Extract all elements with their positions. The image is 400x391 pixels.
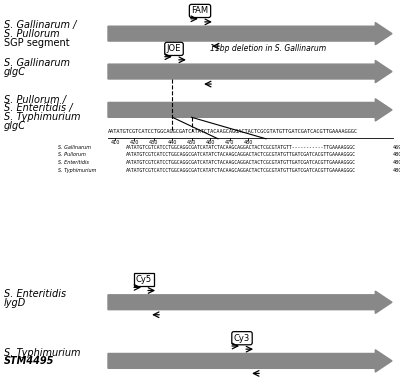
- Text: 469: 469: [393, 145, 400, 150]
- Text: JOE: JOE: [167, 44, 181, 54]
- Text: AATATGTCGTCATCCTGGCAGGCGATCATATCTACAAGCAGGACTACTCGCGTATGTTGATCGATCACGTTGAAAAGGGC: AATATGTCGTCATCCTGGCAGGCGATCATATCTACAAGCA…: [126, 152, 356, 158]
- Text: S. Typhimurium: S. Typhimurium: [58, 168, 96, 173]
- Text: AATATGTCGTCATCCTGGCAGGCGATCATATCTACAAGCAGGACTACTCGCGTATGTT-----------TTGAAAAGGGC: AATATGTCGTCATCCTGGCAGGCGATCATATCTACAAGCA…: [126, 145, 356, 150]
- Text: S. Enteritidis: S. Enteritidis: [4, 289, 66, 299]
- FancyArrow shape: [108, 22, 392, 45]
- Text: 410: 410: [110, 140, 120, 145]
- Text: S. Typhimurium: S. Typhimurium: [4, 348, 80, 358]
- Text: S. Gallinarum: S. Gallinarum: [4, 58, 70, 68]
- Text: S. Enteritidis /: S. Enteritidis /: [4, 103, 72, 113]
- Text: S. Pullorum: S. Pullorum: [4, 29, 60, 39]
- Text: glgC: glgC: [4, 67, 26, 77]
- FancyArrow shape: [108, 350, 392, 372]
- FancyArrow shape: [108, 60, 392, 83]
- Text: S. Gallinarum: S. Gallinarum: [58, 145, 91, 150]
- Text: 480: 480: [244, 140, 253, 145]
- Text: AATATGTCGTCATCCTGGCAGGCGATCATATCTACAAGCAGGACTACTCGCGTATGTTGATCGATCACGTTGAAAAGGGC: AATATGTCGTCATCCTGGCAGGCGATCATATCTACAAGCA…: [126, 168, 356, 173]
- Text: 420: 420: [130, 140, 139, 145]
- Text: S. Pullorum: S. Pullorum: [58, 152, 86, 158]
- Text: 450: 450: [187, 140, 196, 145]
- Text: Cy5: Cy5: [136, 275, 152, 284]
- Text: 480: 480: [393, 160, 400, 165]
- Text: AATATGTCGTCATCCTGGCAGGCGATCATATCTACAAGCAGGACTACTCGCGTATGTTGATCGATCACGTTGAAAAGGGC: AATATGTCGTCATCCTGGCAGGCGATCATATCTACAAGCA…: [126, 160, 356, 165]
- Text: 480: 480: [393, 168, 400, 173]
- Text: 440: 440: [168, 140, 177, 145]
- Text: STM4495: STM4495: [4, 356, 54, 366]
- Text: glgC: glgC: [4, 120, 26, 131]
- Text: S. Gallinarum /: S. Gallinarum /: [4, 20, 76, 30]
- Text: FAM: FAM: [192, 6, 208, 16]
- Text: 430: 430: [149, 140, 158, 145]
- Text: 11bp deletion in S. Gallinarum: 11bp deletion in S. Gallinarum: [210, 43, 326, 53]
- Text: S. Enteritidis: S. Enteritidis: [58, 160, 89, 165]
- Text: S. Pullorum /: S. Pullorum /: [4, 95, 66, 105]
- Text: Cy3: Cy3: [234, 334, 250, 343]
- Text: 480: 480: [393, 152, 400, 158]
- Text: AATATGTCGTCATCCTGGCAGGCGATCATATCTACAAGCAGGACTACTCGCGTATGTTGATCGATCACGTTGAAAAGGGC: AATATGTCGTCATCCTGGCAGGCGATCATATCTACAAGCA…: [108, 129, 358, 134]
- Text: lygD: lygD: [4, 298, 26, 308]
- Text: SGP segment: SGP segment: [4, 38, 70, 48]
- Text: 470: 470: [225, 140, 234, 145]
- FancyArrow shape: [108, 99, 392, 121]
- FancyArrow shape: [108, 291, 392, 314]
- Text: S. Typhimurium: S. Typhimurium: [4, 112, 80, 122]
- Text: 460: 460: [206, 140, 215, 145]
